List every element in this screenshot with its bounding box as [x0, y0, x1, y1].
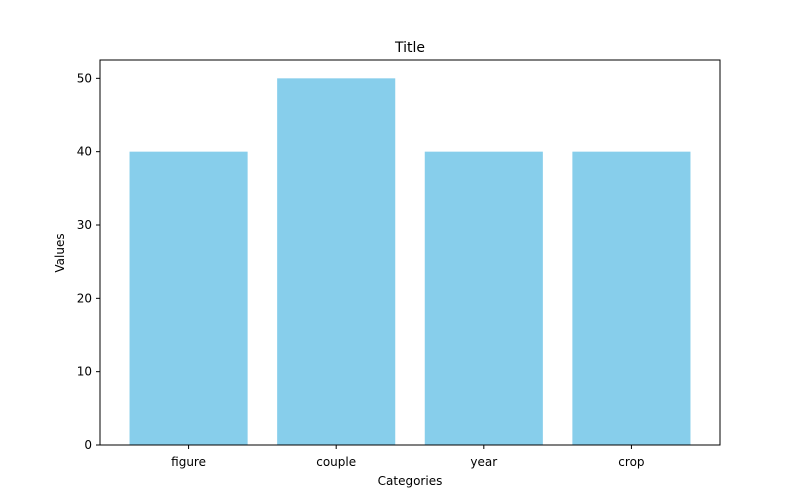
- y-axis-label: Values: [53, 233, 67, 272]
- chart-title: Title: [394, 40, 425, 56]
- bar-couple: [277, 78, 396, 445]
- x-axis-ticks: figure couple year crop: [171, 445, 645, 469]
- plot-frame: [99, 59, 721, 446]
- x-tick-label: figure: [171, 455, 206, 469]
- x-axis-label: Categories: [378, 474, 443, 488]
- y-axis-ticks: 0 10 20 30 40 50: [77, 71, 100, 452]
- bar-crop: [572, 151, 691, 445]
- x-tick-label: couple: [316, 455, 356, 469]
- y-tick-label: 20: [77, 291, 92, 305]
- y-tick-label: 30: [77, 218, 92, 232]
- y-tick-label: 40: [77, 145, 92, 159]
- bar-year: [424, 151, 543, 445]
- x-tick-label: year: [470, 455, 497, 469]
- y-tick-label: 50: [77, 71, 92, 85]
- bars-group: [129, 78, 691, 445]
- y-tick-label: 0: [84, 438, 92, 452]
- x-tick-label: crop: [618, 455, 644, 469]
- bar-figure: [129, 151, 248, 445]
- y-tick-label: 10: [77, 365, 92, 379]
